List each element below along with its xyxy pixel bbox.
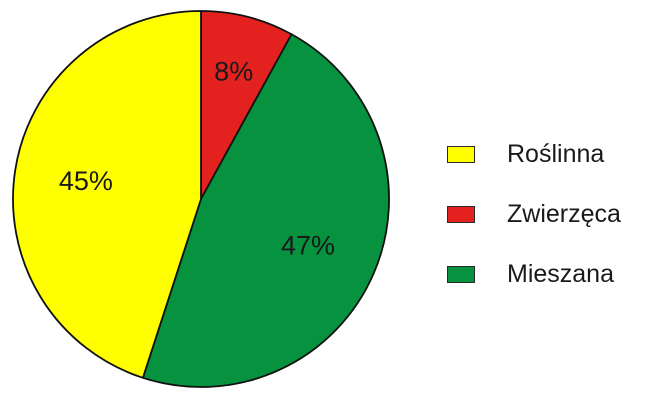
legend: Roślinna Zwierzęca Mieszana [447, 140, 621, 289]
legend-label-roslinna: Roślinna [507, 140, 605, 168]
legend-swatch-roslinna [447, 146, 475, 163]
pie-slice-roslinna [12, 10, 202, 379]
legend-item-roslinna: Roślinna [447, 140, 621, 169]
legend-swatch-zwierzeca [447, 206, 475, 223]
pie-slice-zwierzeca [200, 10, 293, 200]
legend-swatch-mieszana [447, 266, 475, 283]
pie-slice-mieszana [142, 33, 390, 388]
data-label-mieszana: 47% [281, 230, 335, 260]
data-label-zwierzeca: 8% [214, 57, 253, 87]
legend-label-mieszana: Mieszana [507, 260, 614, 288]
legend-item-mieszana: Mieszana [447, 260, 621, 289]
legend-item-zwierzeca: Zwierzęca [447, 200, 621, 229]
legend-label-zwierzeca: Zwierzęca [507, 200, 621, 228]
data-label-roslinna: 45% [59, 166, 113, 196]
